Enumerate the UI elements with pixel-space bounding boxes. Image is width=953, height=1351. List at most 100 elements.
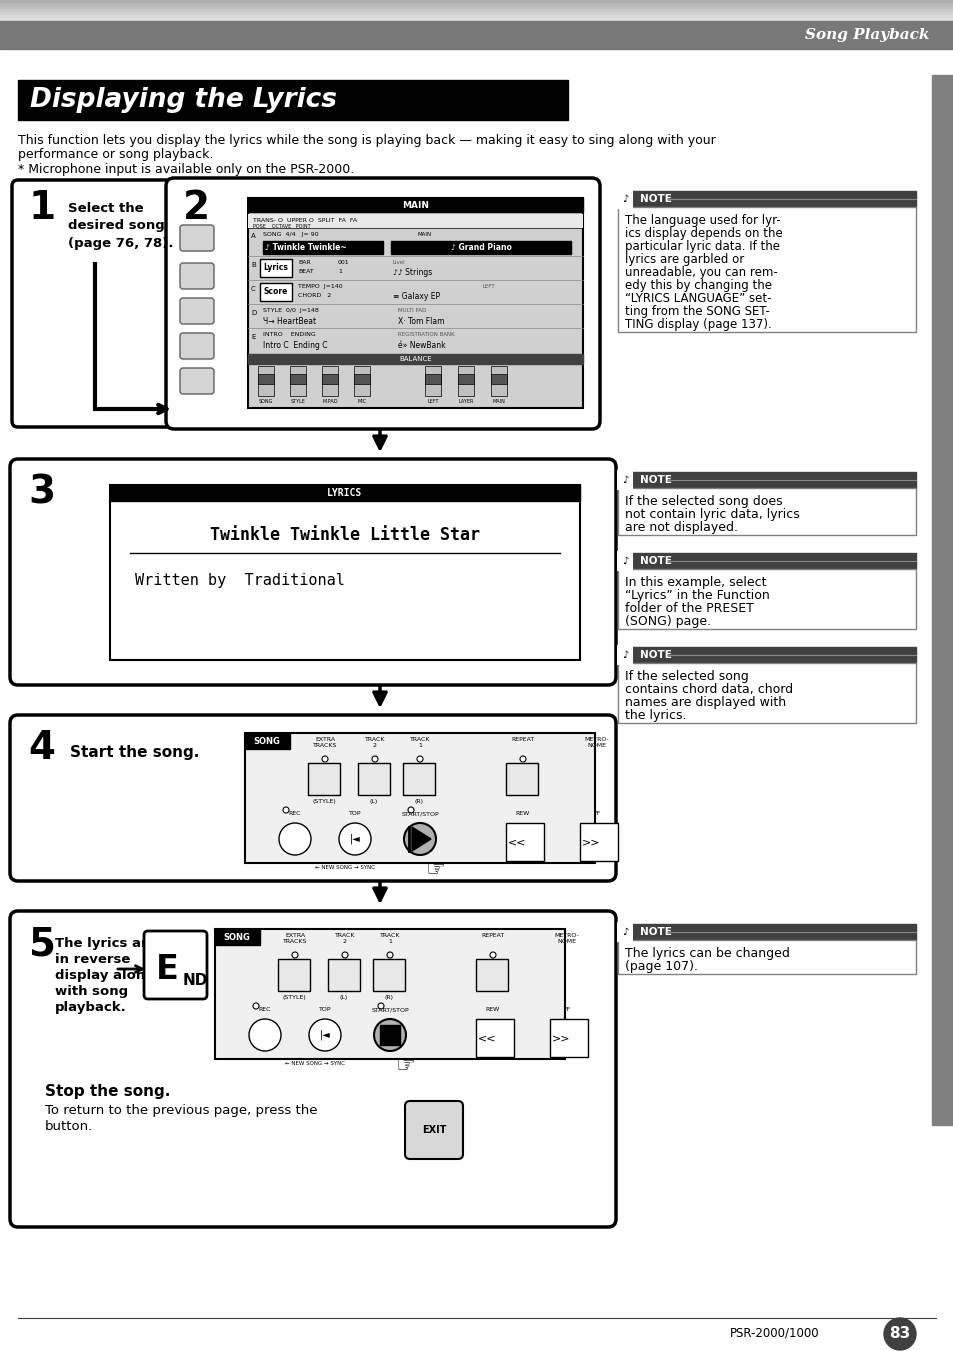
Text: unreadable, you can rem-: unreadable, you can rem-	[624, 266, 777, 280]
Bar	[618, 553, 915, 569]
Text: LYRICS: LYRICS	[327, 488, 362, 499]
Text: METRO-
NOME: METRO- NOME	[584, 738, 609, 748]
Text: EXIT: EXIT	[421, 1125, 446, 1135]
Bar	[476, 959, 507, 992]
Text: LEFT: LEFT	[482, 284, 496, 289]
Text: Score: Score	[264, 288, 288, 296]
Text: SONG: SONG	[253, 736, 280, 746]
Text: M.PAD: M.PAD	[322, 399, 337, 404]
Circle shape	[341, 952, 348, 958]
Text: Displaying the Lyrics: Displaying the Lyrics	[30, 86, 336, 113]
Text: 1: 1	[29, 189, 55, 227]
Bar	[248, 354, 582, 363]
Bar	[491, 374, 506, 384]
Text: In this example, select: In this example, select	[624, 576, 765, 589]
Text: POSE    OCTAVE   POINT: POSE OCTAVE POINT	[253, 223, 311, 228]
FancyBboxPatch shape	[180, 367, 213, 394]
Text: B: B	[251, 262, 255, 267]
Bar	[391, 240, 571, 254]
Text: the lyrics.: the lyrics.	[624, 709, 686, 721]
Text: MIC: MIC	[357, 399, 366, 404]
Text: NOTE: NOTE	[639, 195, 671, 204]
Circle shape	[283, 807, 289, 813]
Bar	[457, 366, 474, 396]
Text: If the selected song does: If the selected song does	[624, 494, 781, 508]
FancyBboxPatch shape	[10, 459, 616, 685]
Bar	[0, 22, 953, 49]
Bar	[0, 5, 953, 9]
Circle shape	[253, 1002, 258, 1009]
Text: ♪: ♪	[621, 195, 628, 204]
Bar	[110, 485, 579, 661]
Text: START/STOP: START/STOP	[371, 1006, 409, 1012]
Text: SONG: SONG	[258, 399, 273, 404]
Text: in reverse: in reverse	[55, 952, 131, 966]
Bar	[248, 199, 582, 408]
Text: Written by  Traditional: Written by Traditional	[135, 573, 345, 588]
Text: * Microphone input is available only on the PSR-2000.: * Microphone input is available only on …	[18, 163, 354, 176]
Text: TRACK
1: TRACK 1	[379, 934, 400, 944]
Circle shape	[322, 757, 328, 762]
Text: CHORD   2: CHORD 2	[297, 293, 331, 299]
FancyBboxPatch shape	[180, 263, 213, 289]
Text: é» NewBank: é» NewBank	[397, 340, 445, 350]
Text: (L): (L)	[339, 994, 348, 1000]
Bar	[550, 1019, 587, 1056]
Text: LEFT: LEFT	[427, 399, 438, 404]
Bar	[618, 569, 915, 630]
Text: REW: REW	[516, 811, 530, 816]
Text: ♪: ♪	[621, 650, 628, 661]
Text: TRACK
2: TRACK 2	[364, 738, 385, 748]
Text: INTRO    ENDING: INTRO ENDING	[263, 332, 315, 336]
Text: ND: ND	[183, 973, 208, 988]
FancyBboxPatch shape	[180, 226, 213, 251]
Text: METRO-
NOME: METRO- NOME	[554, 934, 578, 944]
Bar	[308, 763, 339, 794]
Text: (STYLE): (STYLE)	[282, 994, 306, 1000]
Text: “Lyrics” in the Function: “Lyrics” in the Function	[624, 589, 769, 603]
Text: NOTE: NOTE	[639, 476, 671, 485]
Text: (STYLE): (STYLE)	[312, 798, 335, 804]
Text: with song: with song	[55, 985, 128, 998]
Text: Stop the song.: Stop the song.	[45, 1084, 171, 1098]
Text: The language used for lyr-: The language used for lyr-	[624, 213, 780, 227]
Text: ← NEW SONG → SYNC: ← NEW SONG → SYNC	[314, 865, 375, 870]
Bar	[618, 647, 915, 663]
FancyBboxPatch shape	[10, 911, 616, 1227]
Text: >>: >>	[551, 1034, 570, 1043]
Bar	[579, 823, 618, 861]
Text: C: C	[251, 286, 255, 292]
Bar	[931, 76, 953, 1125]
Text: (R): (R)	[384, 994, 393, 1000]
Text: >>: >>	[581, 838, 599, 847]
Circle shape	[278, 823, 311, 855]
Text: X· Tom Flam: X· Tom Flam	[397, 317, 444, 326]
Text: ics display depends on the: ics display depends on the	[624, 227, 781, 240]
FancyBboxPatch shape	[180, 299, 213, 324]
Bar	[248, 213, 582, 228]
Text: The lyrics can be changed: The lyrics can be changed	[624, 947, 789, 961]
FancyBboxPatch shape	[180, 332, 213, 359]
Text: (SONG) page.: (SONG) page.	[624, 615, 710, 628]
Text: D: D	[251, 309, 256, 316]
Text: ♪: ♪	[621, 927, 628, 938]
Text: (L): (L)	[370, 798, 377, 804]
Text: ♪: ♪	[621, 557, 628, 566]
Text: To return to the previous page, press the: To return to the previous page, press th…	[45, 1104, 317, 1117]
Bar	[257, 366, 274, 396]
Text: <<: <<	[477, 1034, 496, 1043]
Polygon shape	[412, 827, 431, 851]
Text: Song Playback: Song Playback	[804, 28, 929, 42]
Circle shape	[403, 823, 436, 855]
Text: ♪♪ Strings: ♪♪ Strings	[393, 267, 432, 277]
FancyBboxPatch shape	[144, 931, 207, 998]
Text: TRACK
1: TRACK 1	[410, 738, 430, 748]
Text: Intro C  Ending C: Intro C Ending C	[263, 340, 327, 350]
Text: SONG: SONG	[223, 932, 251, 942]
Text: TRACK
2: TRACK 2	[335, 934, 355, 944]
Text: A: A	[251, 232, 255, 239]
Text: ♪: ♪	[621, 476, 628, 485]
Text: 4: 4	[29, 730, 55, 767]
Text: REGISTRATION BANK: REGISTRATION BANK	[397, 332, 455, 336]
Bar	[0, 9, 953, 12]
